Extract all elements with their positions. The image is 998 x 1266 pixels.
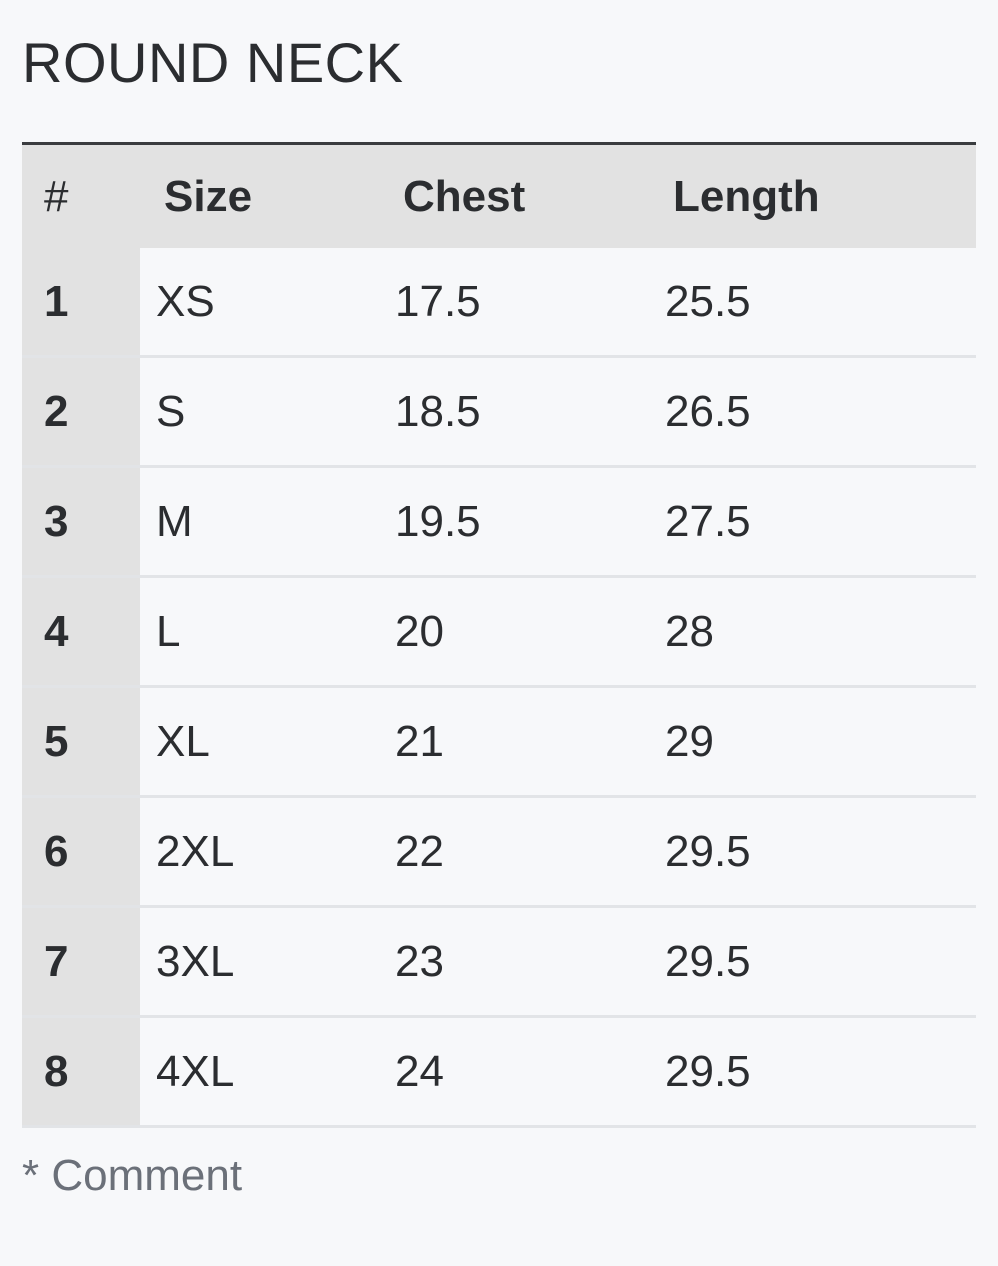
- header-length: Length: [673, 171, 820, 221]
- row-size: 3XL: [156, 936, 235, 986]
- row-length: 28: [665, 606, 714, 656]
- row-length: 29.5: [665, 1046, 751, 1096]
- table-header-row: # Size Chest Length: [22, 145, 976, 248]
- row-number: 6: [22, 798, 140, 905]
- row-chest: 19.5: [395, 496, 481, 546]
- row-number: 3: [22, 468, 140, 575]
- table-row: 3 M 19.5 27.5: [22, 468, 976, 578]
- comment-note: * Comment: [22, 1151, 243, 1200]
- row-number: 2: [22, 358, 140, 465]
- row-size: S: [156, 386, 186, 436]
- row-length: 25.5: [665, 276, 751, 326]
- page-title: ROUND NECK: [22, 31, 404, 94]
- row-chest: 23: [395, 936, 444, 986]
- row-chest: 22: [395, 826, 444, 876]
- row-chest: 18.5: [395, 386, 481, 436]
- table-row: 4 L 20 28: [22, 578, 976, 688]
- row-length: 27.5: [665, 496, 751, 546]
- row-chest: 21: [395, 716, 444, 766]
- row-size: XL: [156, 716, 210, 766]
- row-number: 8: [22, 1018, 140, 1125]
- row-number: 5: [22, 688, 140, 795]
- row-chest: 20: [395, 606, 444, 656]
- table-row: 2 S 18.5 26.5: [22, 358, 976, 468]
- row-number: 1: [22, 248, 140, 355]
- row-length: 29.5: [665, 826, 751, 876]
- table-row: 5 XL 21 29: [22, 688, 976, 798]
- row-size: 4XL: [156, 1046, 235, 1096]
- table-row: 8 4XL 24 29.5: [22, 1018, 976, 1128]
- row-size: XS: [156, 276, 215, 326]
- row-chest: 17.5: [395, 276, 481, 326]
- row-size: 2XL: [156, 826, 235, 876]
- row-chest: 24: [395, 1046, 444, 1096]
- row-number: 7: [22, 908, 140, 1015]
- table-row: 6 2XL 22 29.5: [22, 798, 976, 908]
- row-number: 4: [22, 578, 140, 685]
- row-size: M: [156, 496, 193, 546]
- row-length: 26.5: [665, 386, 751, 436]
- table-row: 1 XS 17.5 25.5: [22, 248, 976, 358]
- row-length: 29: [665, 716, 714, 766]
- row-size: L: [156, 606, 181, 656]
- header-chest: Chest: [403, 171, 526, 221]
- header-size: Size: [164, 171, 253, 221]
- row-length: 29.5: [665, 936, 751, 986]
- table-row: 7 3XL 23 29.5: [22, 908, 976, 1018]
- size-chart-table: # Size Chest Length 1 XS 17.5 25.5 2 S 1…: [22, 142, 976, 1128]
- header-number: #: [22, 145, 140, 248]
